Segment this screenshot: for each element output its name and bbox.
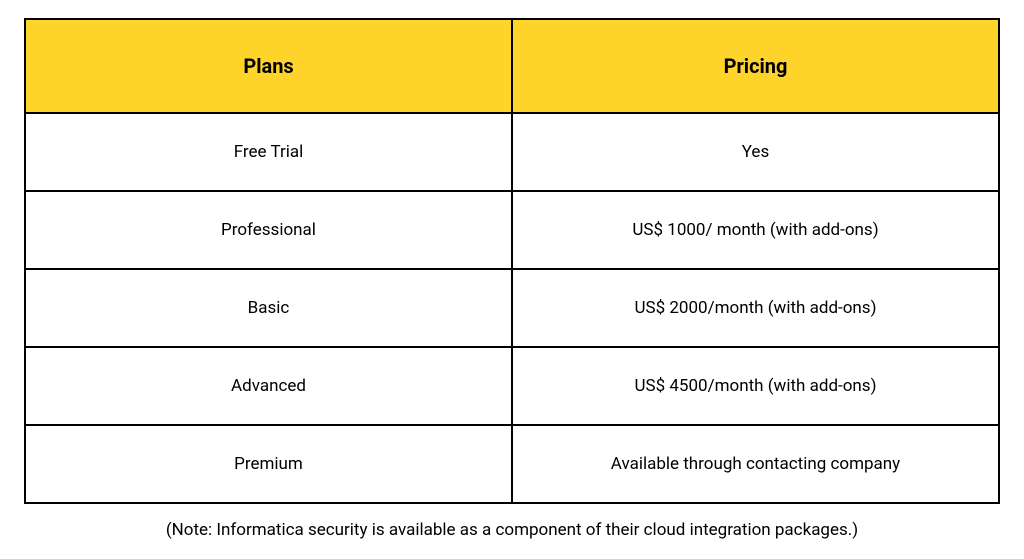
table-row: Advanced US$ 4500/month (with add-ons) <box>25 347 999 425</box>
note-text: (Note: Informatica security is available… <box>24 520 1000 540</box>
table-row: Free Trial Yes <box>25 113 999 191</box>
plan-cell: Free Trial <box>25 113 512 191</box>
pricing-cell: US$ 1000/ month (with add-ons) <box>512 191 999 269</box>
table-row: Professional US$ 1000/ month (with add-o… <box>25 191 999 269</box>
plan-cell: Advanced <box>25 347 512 425</box>
column-header-plans: Plans <box>25 19 512 113</box>
pricing-cell: US$ 2000/month (with add-ons) <box>512 269 999 347</box>
pricing-cell: US$ 4500/month (with add-ons) <box>512 347 999 425</box>
pricing-cell: Available through contacting company <box>512 425 999 503</box>
pricing-cell: Yes <box>512 113 999 191</box>
table-header-row: Plans Pricing <box>25 19 999 113</box>
plan-cell: Premium <box>25 425 512 503</box>
table-row: Premium Available through contacting com… <box>25 425 999 503</box>
pricing-table: Plans Pricing Free Trial Yes Professiona… <box>24 18 1000 504</box>
table-row: Basic US$ 2000/month (with add-ons) <box>25 269 999 347</box>
plan-cell: Professional <box>25 191 512 269</box>
plan-cell: Basic <box>25 269 512 347</box>
column-header-pricing: Pricing <box>512 19 999 113</box>
